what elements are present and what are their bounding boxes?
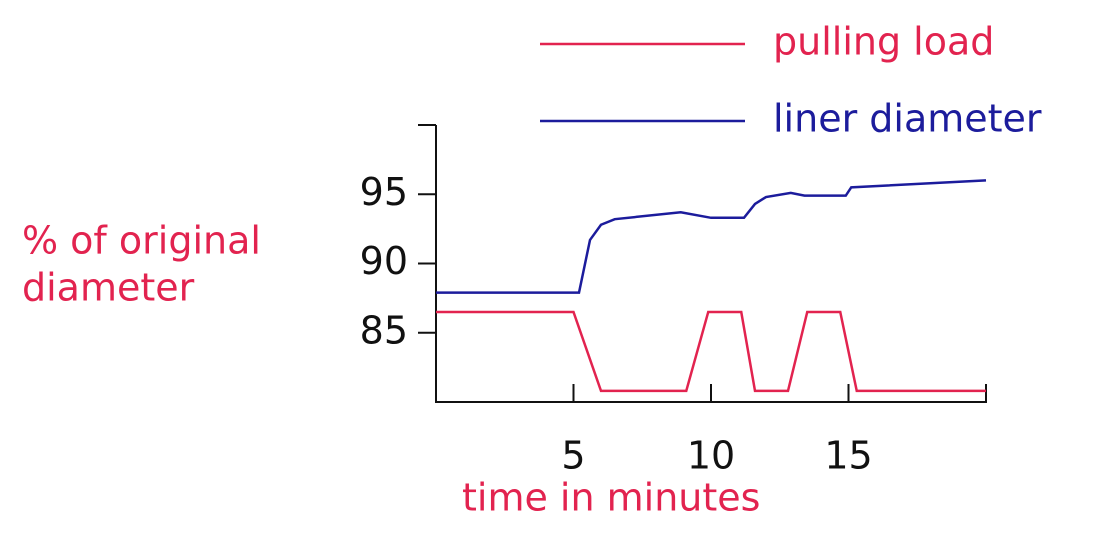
x-axis-label: time in minutes <box>462 476 760 520</box>
x-tick-label: 10 <box>687 434 735 478</box>
y-axis-label: diameter <box>22 266 195 310</box>
y-tick-label: 95 <box>360 170 408 214</box>
series-line <box>436 179 987 294</box>
legend-label: liner diameter <box>773 97 1042 141</box>
y-axis-label: % of original <box>22 219 261 263</box>
series-line <box>436 310 986 393</box>
axes <box>435 125 987 403</box>
legend-label: pulling load <box>773 20 994 64</box>
x-tick-label: 15 <box>824 434 872 478</box>
x-tick-label: 5 <box>561 434 585 478</box>
y-tick-label: 85 <box>360 308 408 352</box>
y-tick-label: 90 <box>360 239 408 283</box>
